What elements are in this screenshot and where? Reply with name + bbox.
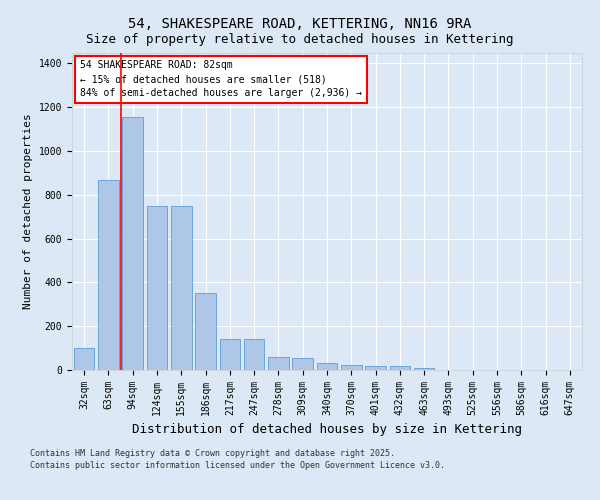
Bar (389, 366, 410, 370)
Bar (74, 348, 94, 370)
Bar (171, 206, 191, 370)
Bar (317, 364, 337, 370)
Bar (220, 340, 240, 370)
Bar (195, 294, 216, 370)
Y-axis label: Number of detached properties: Number of detached properties (23, 114, 33, 309)
Bar (414, 368, 434, 370)
Bar (341, 364, 362, 370)
Bar (98, 180, 119, 370)
Bar (244, 340, 265, 370)
Text: 54 SHAKESPEARE ROAD: 82sqm
← 15% of detached houses are smaller (518)
84% of sem: 54 SHAKESPEARE ROAD: 82sqm ← 15% of deta… (80, 60, 362, 98)
Text: Contains public sector information licensed under the Open Government Licence v3: Contains public sector information licen… (30, 461, 445, 470)
Bar (292, 358, 313, 370)
Bar (122, 117, 143, 370)
Text: Size of property relative to detached houses in Kettering: Size of property relative to detached ho… (86, 32, 514, 46)
Text: Contains HM Land Registry data © Crown copyright and database right 2025.: Contains HM Land Registry data © Crown c… (30, 448, 395, 458)
Text: 54, SHAKESPEARE ROAD, KETTERING, NN16 9RA: 54, SHAKESPEARE ROAD, KETTERING, NN16 9R… (128, 18, 472, 32)
Bar (365, 366, 386, 370)
Bar (146, 206, 167, 370)
X-axis label: Distribution of detached houses by size in Kettering: Distribution of detached houses by size … (132, 424, 522, 436)
Bar (268, 357, 289, 370)
